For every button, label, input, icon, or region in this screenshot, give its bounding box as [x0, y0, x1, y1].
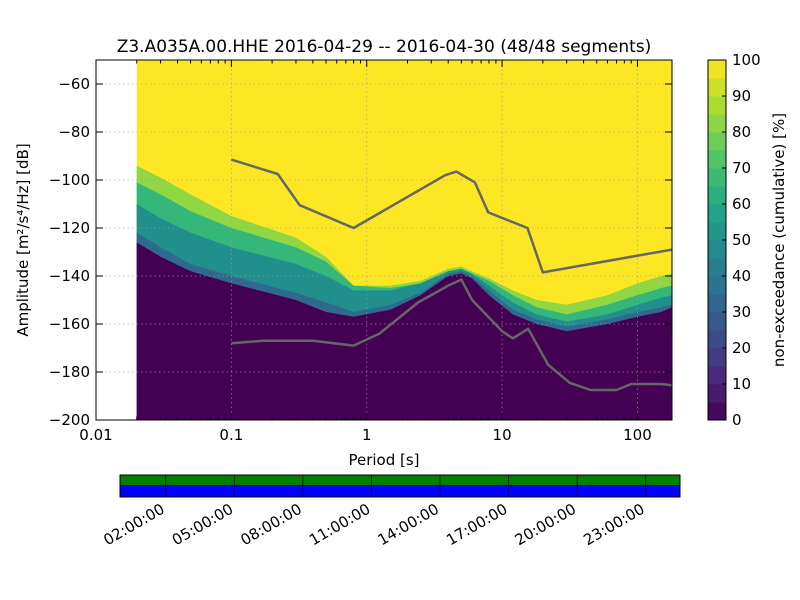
colorbar-tick-label: 70	[732, 159, 751, 177]
colorbar-step	[708, 240, 726, 259]
colorbar-tick-label: 30	[732, 303, 751, 321]
y-tick-label: −180	[49, 363, 90, 381]
colorbar-tick-label: 90	[732, 87, 751, 105]
x-tick-label: 10	[493, 426, 512, 444]
colorbar-tick-label: 20	[732, 339, 751, 357]
colorbar-step	[708, 384, 726, 403]
colorbar-step	[708, 78, 726, 97]
colorbar-step	[708, 204, 726, 223]
timeline-tick-label: 02:00:00	[100, 500, 167, 549]
timeline-top-strip	[120, 475, 680, 485]
x-tick-label: 0.01	[79, 426, 112, 444]
colorbar-step	[708, 402, 726, 421]
noise-model-lines	[231, 158, 672, 392]
colorbar-step	[708, 60, 726, 79]
colorbar-tick-label: 40	[732, 267, 751, 285]
timeline-tick-label: 20:00:00	[512, 500, 579, 549]
grid-layer	[96, 60, 672, 420]
plot-frame	[95, 59, 673, 421]
colorbar-step	[708, 222, 726, 241]
colorbar-step	[708, 132, 726, 151]
colorbar-step	[708, 366, 726, 385]
timeline-tick-label: 05:00:00	[169, 500, 236, 549]
y-tick-label: −140	[49, 267, 90, 285]
colorbar-step	[708, 186, 726, 205]
chart-title: Z3.A035A.00.HHE 2016-04-29 -- 2016-04-30…	[117, 37, 652, 57]
noise-model-line-high	[231, 158, 672, 274]
colorbar-tick-label: 50	[732, 231, 751, 249]
colorbar-step	[708, 114, 726, 133]
y-tick-label: −60	[58, 75, 90, 93]
timeline-tick-label: 23:00:00	[580, 500, 647, 549]
x-axis-ticks: 0.01 0.1 1 10 100	[79, 60, 652, 444]
y-tick-label: −200	[49, 411, 90, 429]
colorbar-step	[708, 294, 726, 313]
x-tick-label: 100	[623, 426, 652, 444]
colorbar-step	[708, 258, 726, 277]
timeline-tick-label: 17:00:00	[443, 500, 510, 549]
colorbar-step	[708, 276, 726, 295]
colorbar-ticks: 0 10 20 30 40 50 60 70 80 90 100	[722, 51, 761, 429]
colorbar-step	[708, 150, 726, 169]
timeline-bottom-strip	[120, 485, 680, 497]
y-axis-ticks: −60 −80 −100 −120 −140 −160 −180 −200	[49, 75, 672, 429]
colorbar-step	[708, 96, 726, 115]
colorbar-step	[708, 348, 726, 367]
colorbar-tick-label: 10	[732, 375, 751, 393]
x-tick-label: 0.1	[219, 426, 243, 444]
y-tick-label: −120	[49, 219, 90, 237]
x-axis-label: Period [s]	[348, 451, 419, 469]
y-axis-label: Amplitude [m²/s⁴/Hz] [dB]	[14, 143, 32, 336]
timeline-frame	[119, 474, 681, 498]
colorbar-label: non-exceedance (cumulative) [%]	[770, 113, 788, 367]
colorbar-tick-label: 100	[732, 51, 761, 69]
noise-model-line-low	[231, 278, 672, 392]
heatmap-layer	[136, 60, 672, 420]
timeline-tick-label: 08:00:00	[238, 500, 305, 549]
colorbar-step	[708, 168, 726, 187]
colorbar-tick-label: 60	[732, 195, 751, 213]
psd-plot-area: 0.01 0.1 1 10 100 −60 −80 −100 −120 −140 −160 −180…	[49, 59, 673, 444]
y-tick-label: −160	[49, 315, 90, 333]
timeline-tick-label: 11:00:00	[306, 500, 373, 549]
y-tick-label: −80	[58, 123, 90, 141]
timeline-tick-label: 14:00:00	[375, 500, 442, 549]
colorbar: 0 10 20 30 40 50 60 70 80 90 100 non-exceedance (c…	[707, 51, 788, 429]
colorbar-tick-label: 80	[732, 123, 751, 141]
colorbar-tick-label: 0	[732, 411, 742, 429]
colorbar-step	[708, 312, 726, 331]
y-tick-label: −100	[49, 171, 90, 189]
data-coverage-timeline: 02:00:00 05:00:00 08:00:00 11:00:00 14:00:00…	[100, 474, 681, 549]
x-tick-label: 1	[362, 426, 372, 444]
colorbar-step	[708, 330, 726, 349]
colorbar-gradient	[708, 60, 726, 421]
heatmap-band-0	[136, 242, 672, 420]
